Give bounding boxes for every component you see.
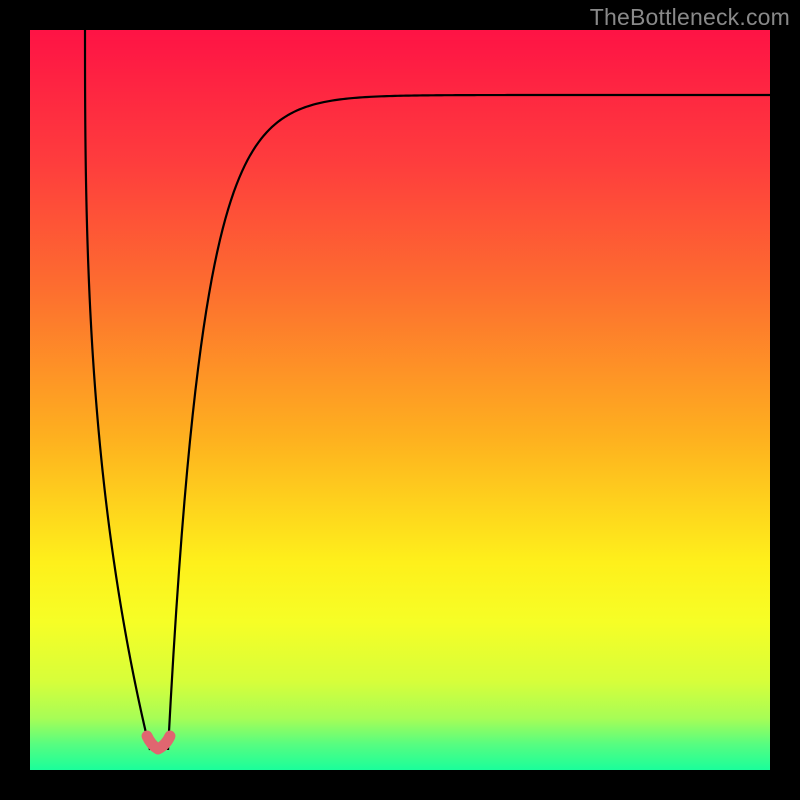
bottleneck-plot [30, 30, 770, 770]
gradient-background [30, 30, 770, 770]
watermark-text: TheBottleneck.com [590, 4, 790, 31]
